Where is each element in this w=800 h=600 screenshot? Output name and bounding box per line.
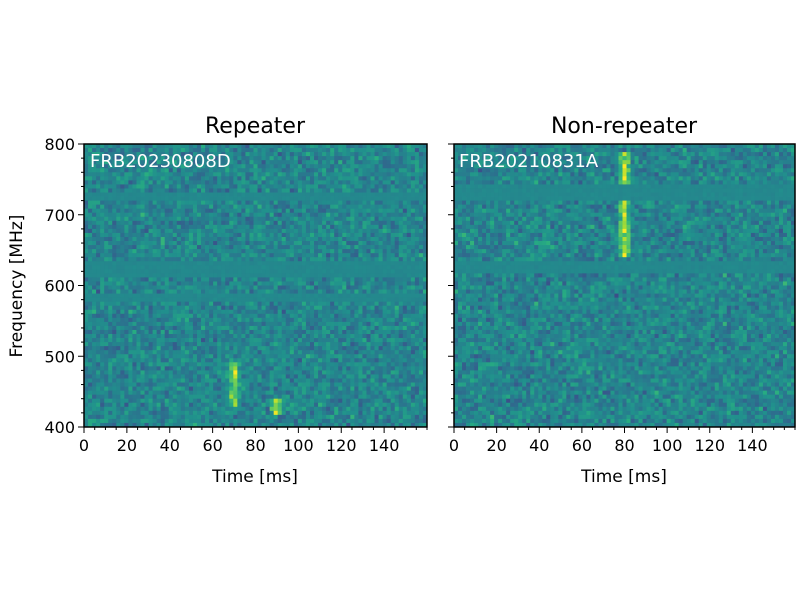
panel-title-non-repeater: Non-repeater [551,114,698,139]
x-tick-label: 80 [614,436,634,455]
repeater-panel: Repeater FRB20230808D 0 20 40 60 80 100 120 140… [7,114,428,487]
x-tick-label: 40 [160,436,180,455]
burst-name-repeater: FRB20230808D [90,151,231,172]
non-repeater-heatmap [454,144,796,428]
burst-name-non-repeater: FRB20210831A [459,151,599,172]
non-repeater-y-ticks [448,143,454,428]
x-tick-label: 140 [737,436,768,455]
repeater-x-ticks: 0 20 40 60 80 100 120 140 [79,427,428,455]
x-tick-label: 40 [529,436,549,455]
y-tick-label: 500 [44,347,75,366]
x-tick-label: 120 [326,436,357,455]
x-tick-label: 120 [694,436,725,455]
x-tick-label: 60 [572,436,592,455]
y-axis-label: Frequency [MHz] [7,215,27,358]
non-repeater-panel: Non-repeater FRB20210831A 0 20 40 60 80 100 12… [448,114,796,487]
non-repeater-x-axis-label: Time [ms] [580,467,667,487]
x-tick-label: 140 [369,436,400,455]
repeater-heatmap [84,144,428,428]
panel-title-repeater: Repeater [205,114,306,139]
x-tick-label: 20 [117,436,137,455]
y-tick-label: 400 [44,418,75,437]
x-tick-label: 80 [245,436,265,455]
x-tick-label: 0 [449,436,459,455]
x-tick-label: 100 [652,436,683,455]
repeater-x-axis-label: Time [ms] [211,467,298,487]
x-tick-label: 20 [486,436,506,455]
y-tick-label: 800 [44,135,75,154]
x-tick-label: 0 [79,436,89,455]
non-repeater-x-ticks: 0 20 40 60 80 100 120 140 [449,427,796,455]
x-tick-label: 100 [283,436,314,455]
y-tick-label: 600 [44,277,75,296]
repeater-y-ticks: 400 500 600 700 800 [44,135,84,437]
y-tick-label: 700 [44,206,75,225]
x-tick-label: 60 [202,436,222,455]
